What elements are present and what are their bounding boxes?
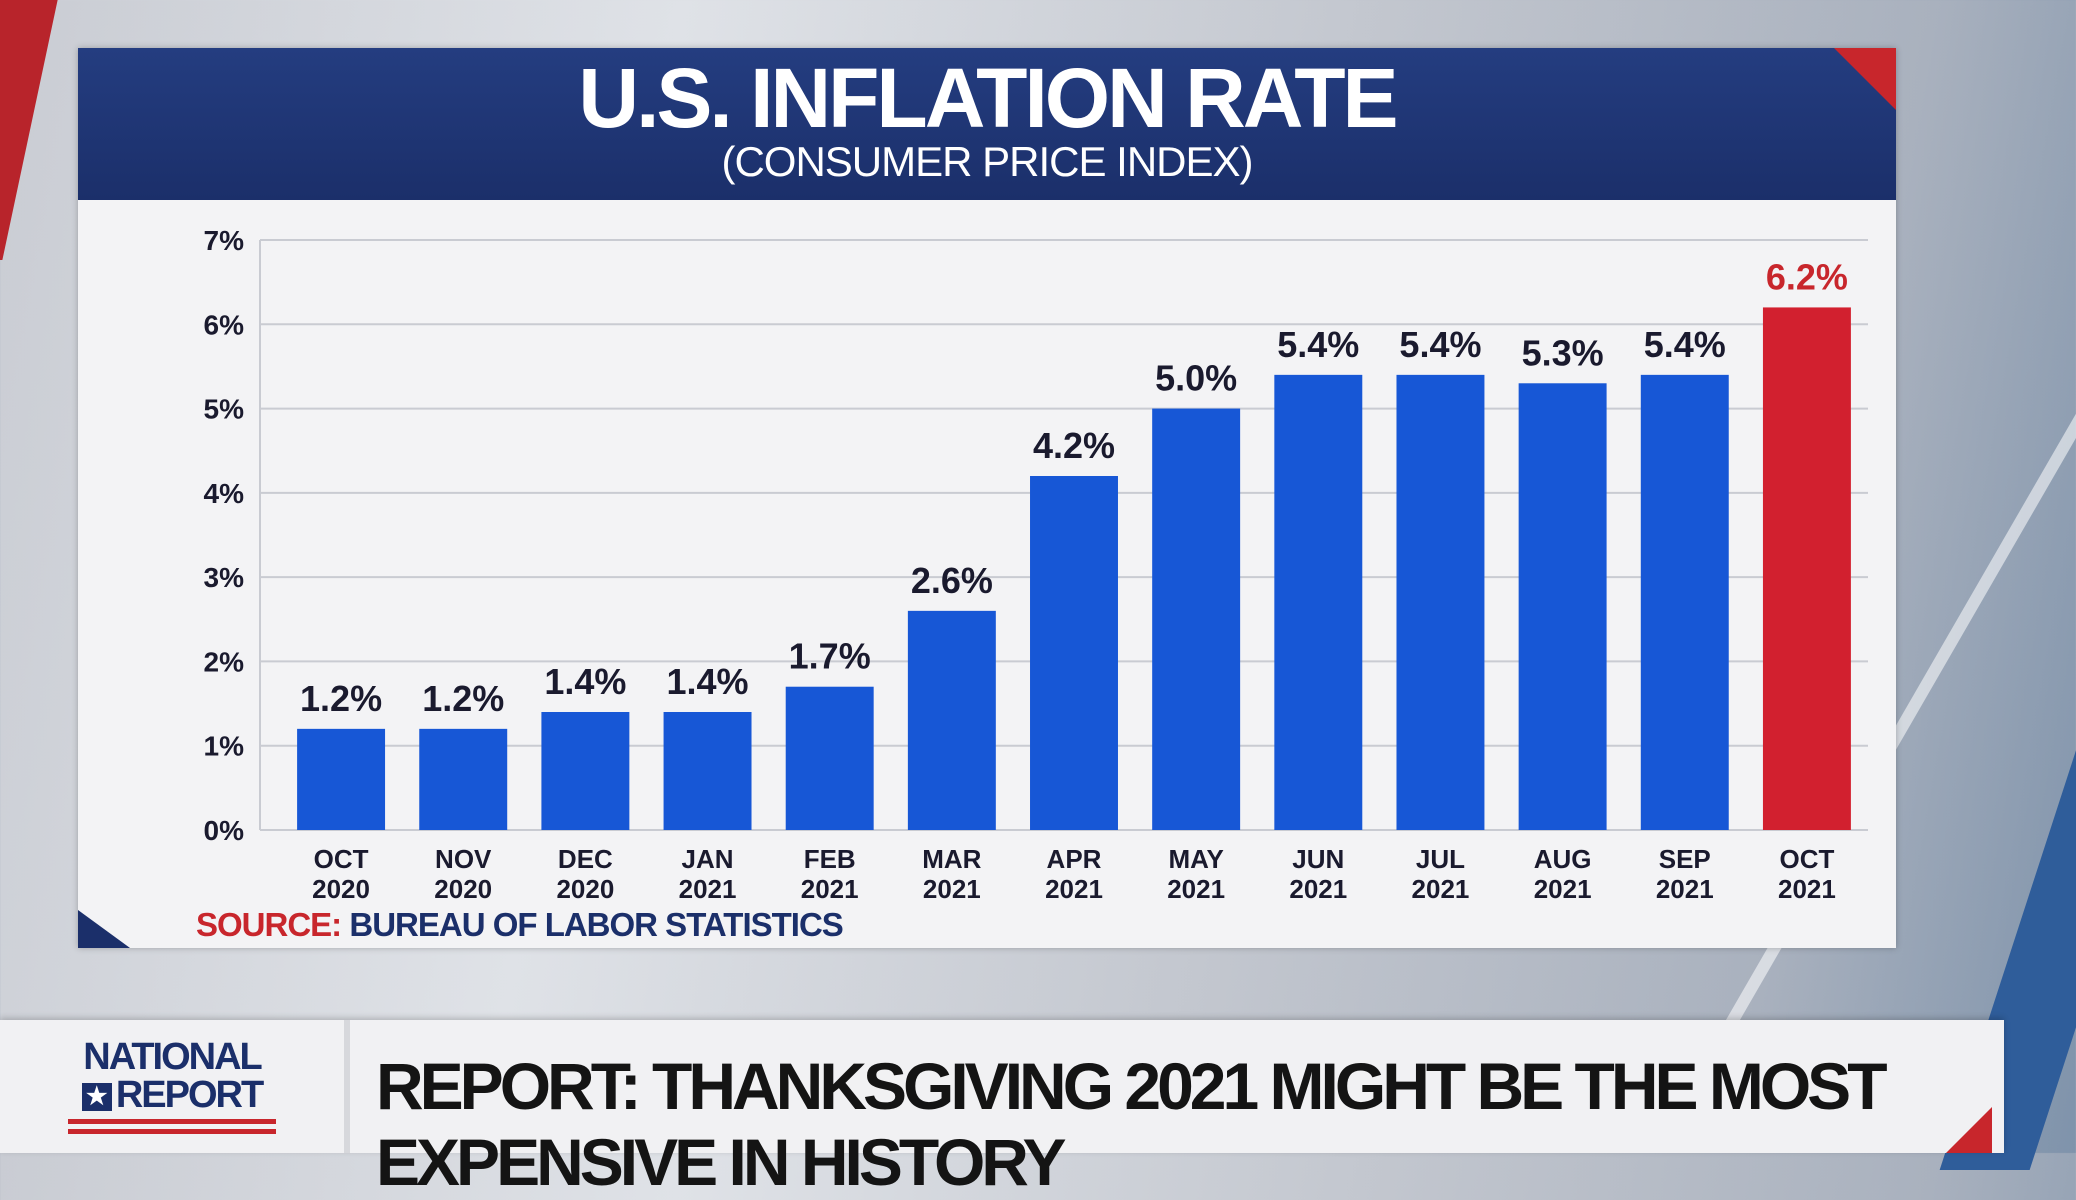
- data-label: 4.2%: [1033, 425, 1115, 466]
- bar: [1152, 408, 1241, 830]
- bar: [907, 610, 996, 830]
- logo-line-national: NATIONAL: [83, 1036, 263, 1078]
- x-tick-label: 2020: [556, 874, 614, 900]
- chart-subtitle: (CONSUMER PRICE INDEX): [721, 138, 1253, 185]
- x-tick-label: MAY: [1168, 844, 1223, 874]
- ticker-corner-accent: [1946, 1107, 1992, 1153]
- x-tick-label: OCT: [314, 844, 369, 874]
- logo-line-report: ★ REPORT: [62, 1076, 282, 1114]
- x-tick-label: 2021: [801, 874, 859, 900]
- x-tick-label: MAR: [922, 844, 981, 874]
- bar: [419, 728, 508, 830]
- bar: [1396, 374, 1485, 830]
- chart-x-labels: OCT2020NOV2020DEC2020JAN2021FEB2021MAR20…: [312, 844, 1836, 900]
- bar: [1762, 307, 1851, 830]
- x-tick-label: OCT: [1779, 844, 1834, 874]
- x-tick-label: JUN: [1292, 844, 1344, 874]
- x-tick-label: 2021: [1045, 874, 1103, 900]
- news-ticker: NATIONAL ★ REPORT REPORT: THANKSGIVING 20…: [0, 1020, 2004, 1199]
- data-label: 1.2%: [422, 678, 504, 719]
- data-label: 6.2%: [1766, 256, 1848, 297]
- x-tick-label: 2021: [1656, 874, 1714, 900]
- bar: [1640, 374, 1729, 830]
- x-tick-label: 2021: [1167, 874, 1225, 900]
- x-tick-label: 2021: [679, 874, 737, 900]
- data-label: 1.4%: [544, 661, 626, 702]
- y-tick-label: 4%: [204, 478, 245, 509]
- x-tick-label: NOV: [435, 844, 492, 874]
- data-label: 5.4%: [1277, 324, 1359, 365]
- y-tick-label: 1%: [204, 731, 245, 762]
- star-icon: ★: [81, 1083, 112, 1111]
- x-tick-label: FEB: [804, 844, 856, 874]
- chart-bars: 1.2% 1.2% 1.4% 1.4% 1.7% 2.6% 4.2% 5.0% 5.4% 5.4%…: [297, 256, 1851, 830]
- x-tick-label: APR: [1047, 844, 1102, 874]
- bar: [1030, 476, 1118, 830]
- national-report-logo: NATIONAL ★ REPORT: [62, 1038, 282, 1134]
- data-label: 2.6%: [911, 560, 993, 601]
- chart-header: U.S. INFLATION RATE (CONSUMER PRICE INDE…: [78, 48, 1896, 200]
- bar: [297, 728, 386, 830]
- bar-chart: 0% 1% 2% 3% 4% 5% 6% 7% 1.2% 1.2% 1.4% 1.4% 1.7% 2.6…: [204, 225, 1868, 900]
- y-tick-label: 0%: [204, 815, 245, 846]
- chart-title: U.S. INFLATION RATE: [578, 51, 1398, 145]
- x-tick-label: JUL: [1416, 844, 1465, 874]
- panel-corner-accent: [78, 910, 130, 948]
- bar: [1274, 374, 1363, 830]
- data-label: 1.4%: [667, 661, 749, 702]
- logo-stripe: [68, 1129, 276, 1134]
- data-label: 1.2%: [300, 678, 382, 719]
- data-label: 5.0%: [1155, 358, 1237, 399]
- data-label: 5.3%: [1522, 332, 1604, 373]
- ticker-headline: REPORT: THANKSGIVING 2021 MIGHT BE THE M…: [376, 1049, 1888, 1199]
- logo-report-text: REPORT: [115, 1074, 264, 1116]
- bar: [785, 686, 874, 830]
- header-corner-accent: [1834, 48, 1896, 110]
- x-tick-label: 2020: [434, 874, 492, 900]
- bar: [663, 712, 752, 830]
- x-tick-label: 2020: [312, 874, 370, 900]
- source-text: BUREAU OF LABOR STATISTICS: [349, 906, 843, 943]
- x-tick-label: 2021: [1778, 874, 1836, 900]
- x-tick-label: SEP: [1659, 844, 1711, 874]
- bar: [541, 712, 630, 830]
- data-label: 1.7%: [789, 636, 871, 677]
- x-tick-label: 2021: [1412, 874, 1470, 900]
- data-label: 5.4%: [1399, 324, 1481, 365]
- y-tick-label: 5%: [204, 394, 245, 425]
- ticker-divider: [344, 1020, 350, 1153]
- x-tick-label: AUG: [1534, 844, 1592, 874]
- chart-panel: U.S. INFLATION RATE (CONSUMER PRICE INDE…: [78, 48, 1896, 948]
- background-red-stripe: [0, 0, 58, 260]
- x-tick-label: 2021: [923, 874, 981, 900]
- y-tick-label: 3%: [204, 562, 245, 593]
- x-tick-label: 2021: [1534, 874, 1592, 900]
- y-tick-label: 7%: [204, 225, 245, 256]
- x-tick-label: DEC: [558, 844, 613, 874]
- y-tick-label: 2%: [204, 646, 245, 677]
- logo-stripe: [68, 1119, 276, 1124]
- x-tick-label: JAN: [682, 844, 734, 874]
- source-label: SOURCE:: [196, 906, 342, 943]
- source-note: SOURCE: BUREAU OF LABOR STATISTICS: [196, 906, 844, 944]
- bar: [1518, 383, 1607, 830]
- data-label: 5.4%: [1644, 324, 1726, 365]
- y-tick-label: 6%: [204, 309, 245, 340]
- x-tick-label: 2021: [1289, 874, 1347, 900]
